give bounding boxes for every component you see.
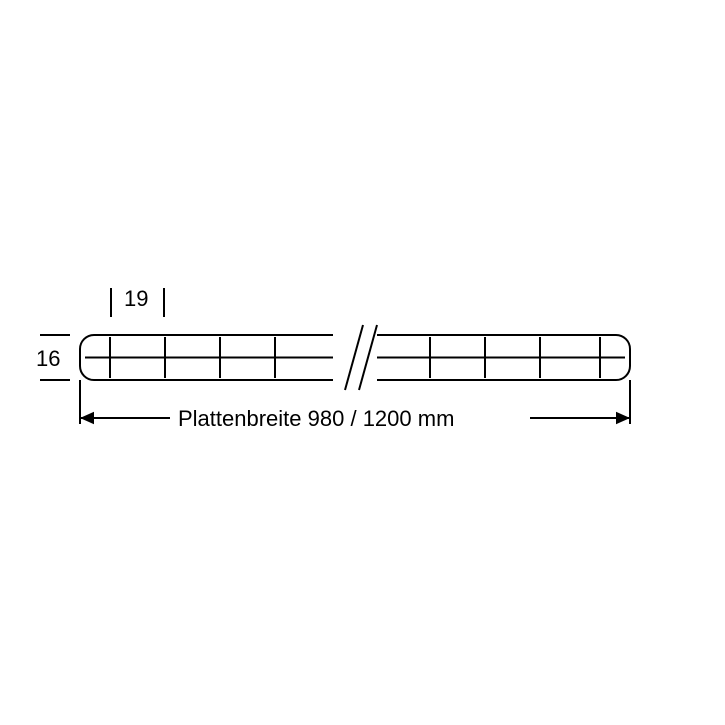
cell-width-label: 19 — [124, 286, 148, 312]
width-value: 980 / 1200 — [308, 406, 412, 431]
plate-width-label: Plattenbreite 980 / 1200 mm — [178, 406, 454, 432]
width-prefix: Plattenbreite — [178, 406, 302, 431]
thickness-label: 16 — [36, 346, 60, 372]
drawing-svg — [0, 0, 725, 725]
width-unit: mm — [418, 406, 455, 431]
technical-drawing: 19 16 Plattenbreite 980 / 1200 mm — [0, 0, 725, 725]
